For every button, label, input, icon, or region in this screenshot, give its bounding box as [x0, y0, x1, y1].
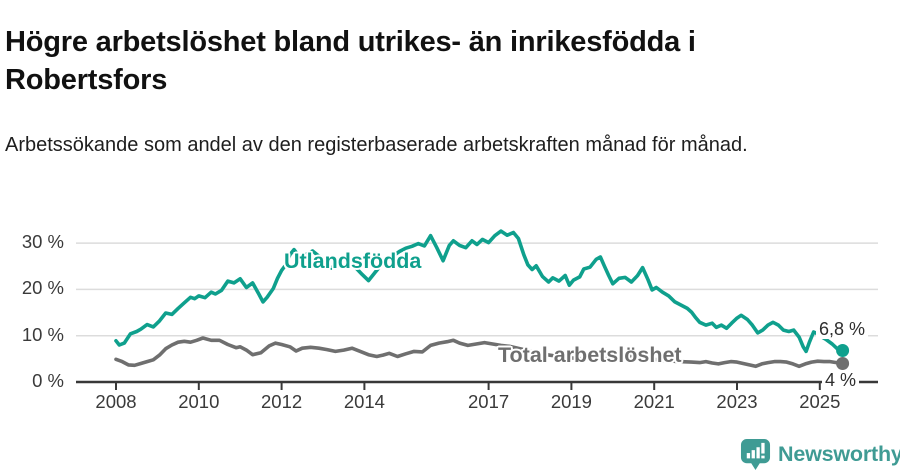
x-tick-label-2012: 2012: [261, 391, 303, 412]
bar-chart-speech-pin-icon: [740, 439, 771, 470]
x-tick-label-2014: 2014: [343, 391, 385, 412]
series-label-total-arbetsloshet: Total arbetslöshet: [498, 343, 682, 367]
page-title: Högre arbetslöshet bland utrikes- än inr…: [5, 26, 696, 96]
utlandsfodda-line: [114, 229, 845, 354]
series-end-dots: [836, 344, 850, 370]
series-label-utlandsfodda: Utlandsfödda: [284, 249, 422, 273]
x-tick-label-2023: 2023: [716, 391, 758, 412]
x-tick-label-2021: 2021: [633, 391, 675, 412]
end-value-label-utlandsfodda: 6,8 %: [816, 319, 869, 339]
total-arbetsloshet-line: [114, 336, 845, 369]
x-tick-label-2019: 2019: [550, 391, 592, 412]
utlandsfodda-end-dot: [836, 344, 850, 357]
end-value-label-total: 4 %: [822, 370, 860, 390]
y-tick-label-20: 20 %: [21, 277, 64, 299]
chart-series: [114, 229, 845, 369]
total-end-dot: [836, 357, 850, 370]
x-axis: [76, 380, 878, 390]
x-tick-label-2010: 2010: [178, 391, 220, 412]
y-tick-label-10: 10 %: [21, 323, 64, 345]
y-tick-label-0: 0 %: [32, 370, 64, 391]
x-tick-label-2017: 2017: [468, 391, 510, 412]
x-tick-label-2008: 2008: [95, 391, 137, 412]
gridlines: [76, 242, 878, 337]
logo-text: Newsworthy: [778, 442, 900, 466]
y-tick-label-30: 30 %: [21, 231, 64, 253]
x-tick-label-2025: 2025: [799, 391, 841, 412]
newsworthy-logo[interactable]: Newsworthy: [740, 438, 900, 471]
chart-subtitle: Arbetssökande som andel av den registerb…: [5, 134, 748, 156]
